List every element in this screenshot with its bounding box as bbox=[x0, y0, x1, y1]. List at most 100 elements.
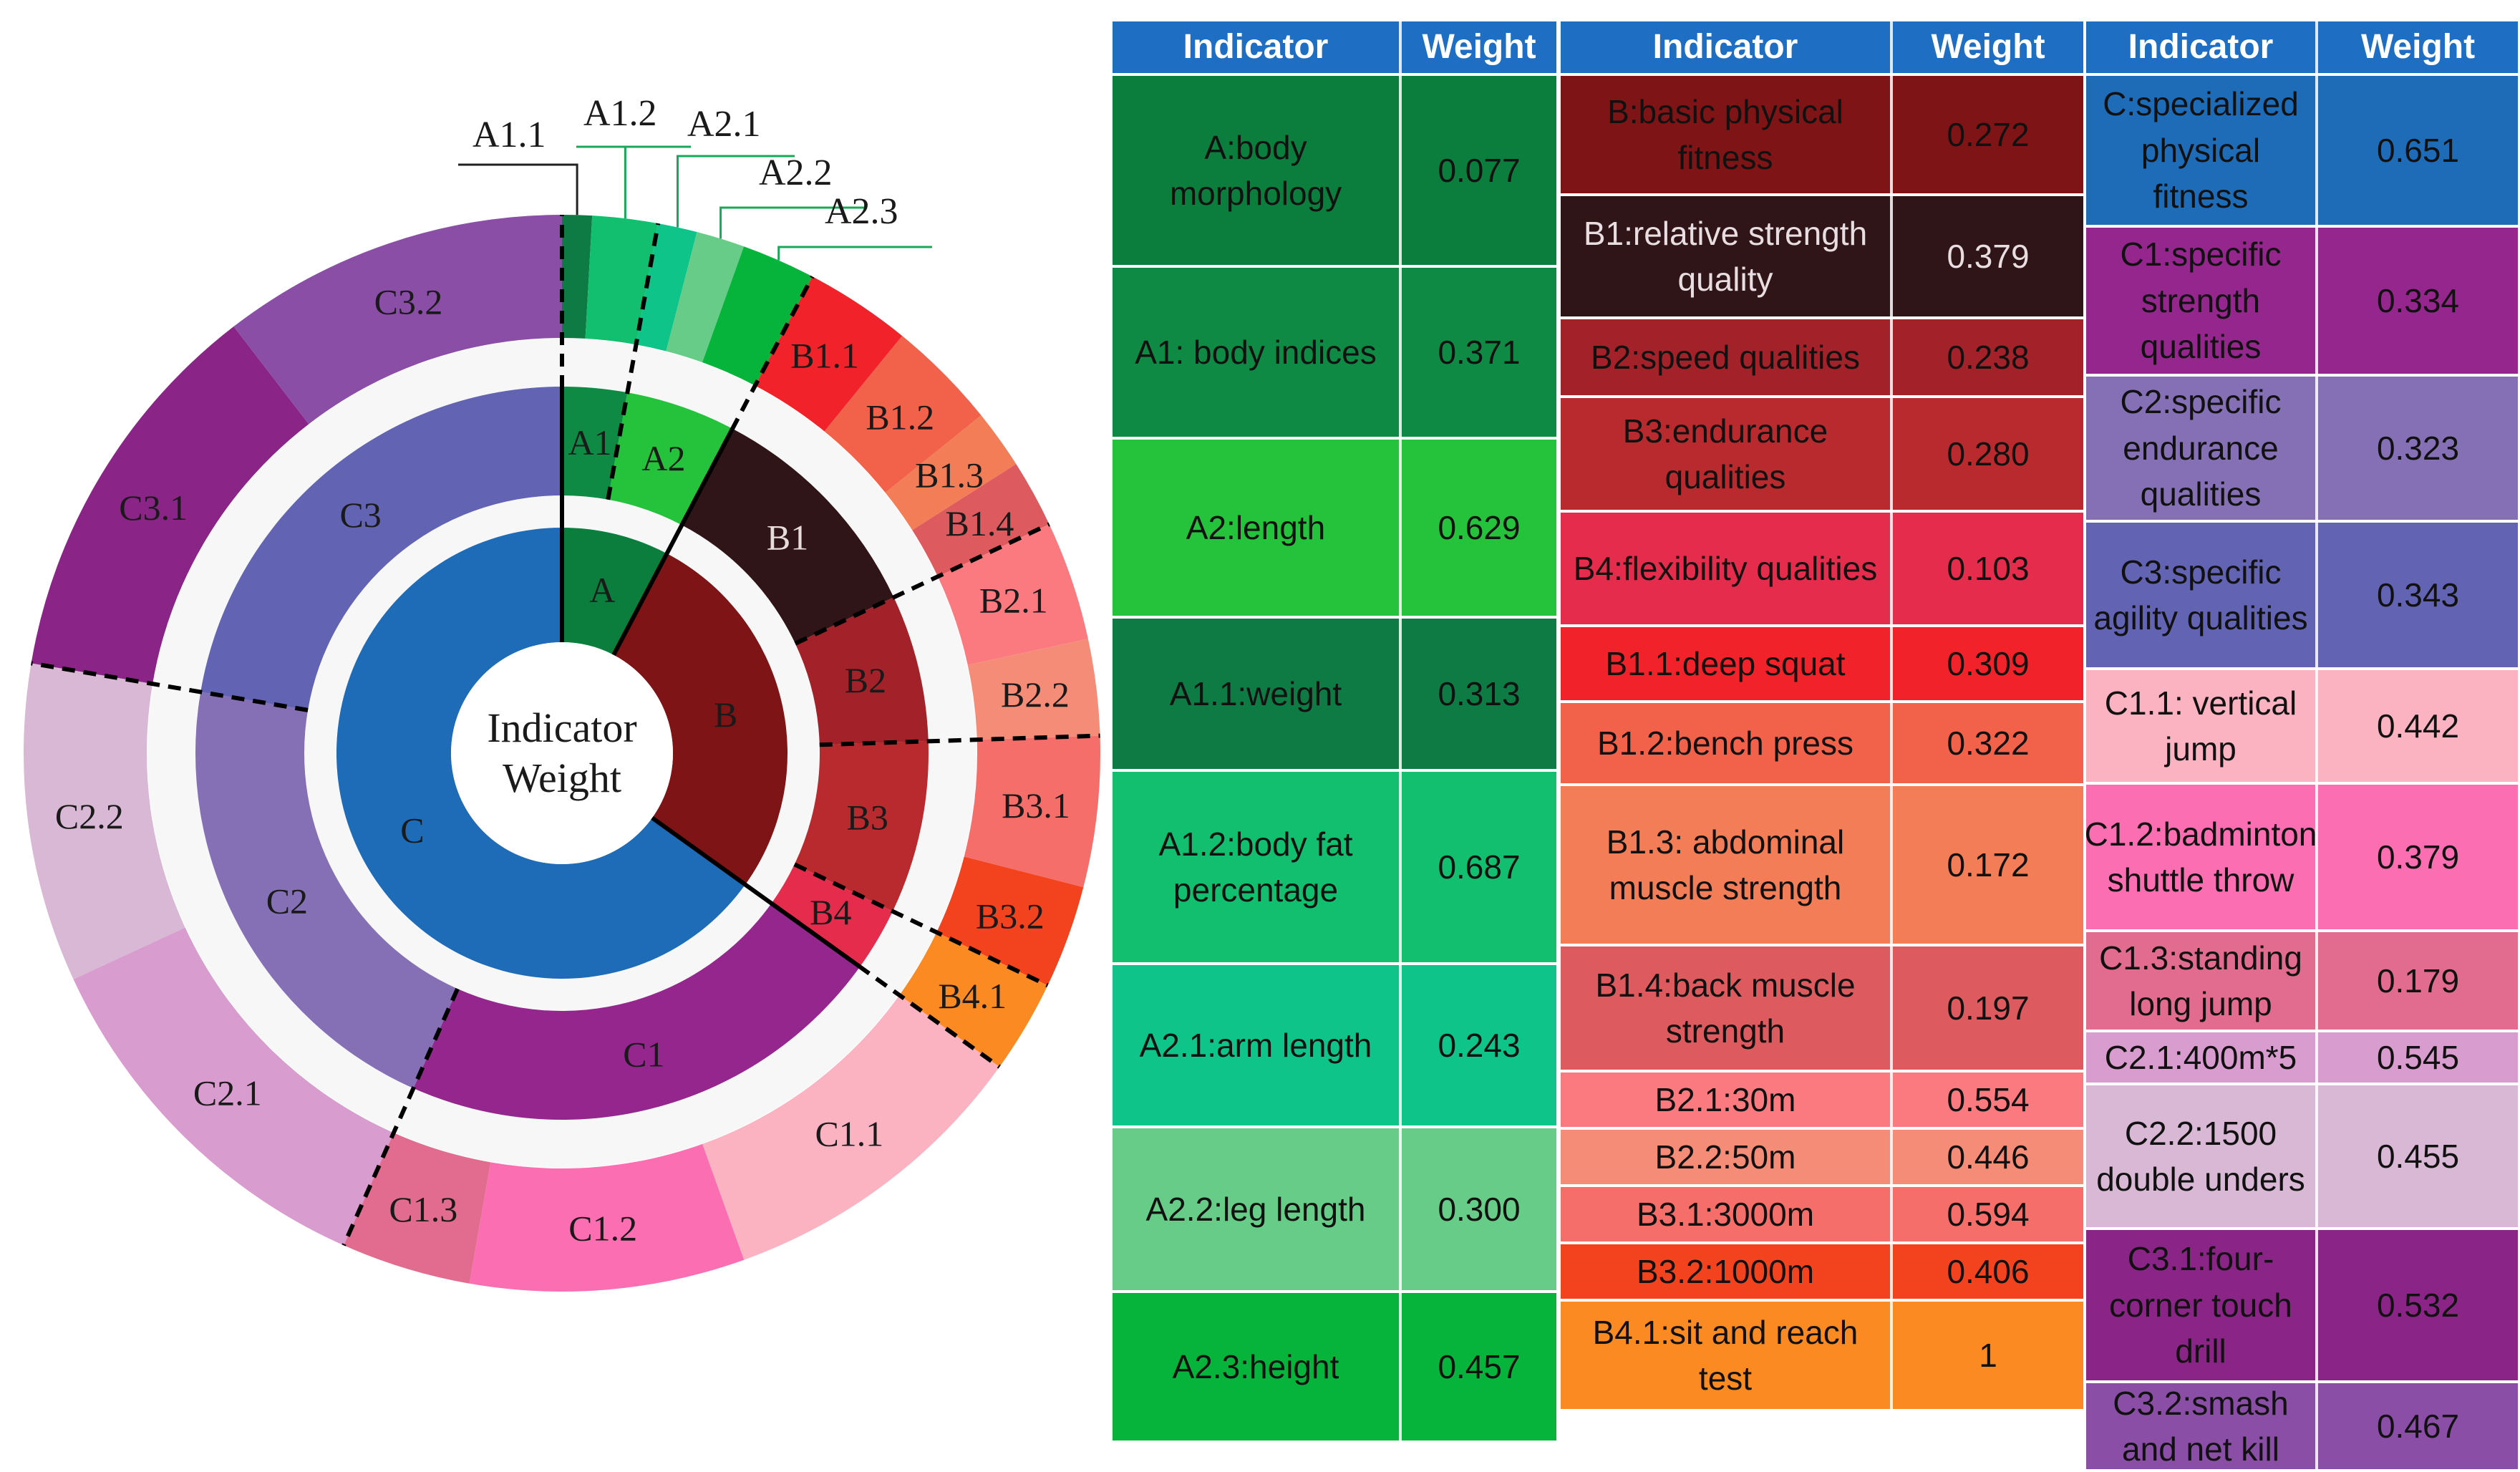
center-hub bbox=[451, 642, 673, 864]
weight-cell: 0.343 bbox=[2315, 523, 2518, 667]
table-row: C2:specific endurance qualities 0.323 bbox=[2086, 377, 2518, 523]
segment-a2-3 bbox=[702, 246, 813, 386]
indicator-header: Indicator bbox=[1652, 28, 1798, 67]
indicator-cell: B1.1:deep squat bbox=[1605, 644, 1846, 682]
weight-cell: 0.442 bbox=[2315, 670, 2518, 782]
weight-cell: 0.379 bbox=[1890, 196, 2083, 316]
table-row: B3.1:3000m 0.594 bbox=[1561, 1187, 2083, 1244]
table-row: B4:flexibility qualities 0.103 bbox=[1561, 513, 2083, 627]
weight-header: Weight bbox=[2315, 21, 2518, 73]
table-row: B1.3: abdominal muscle strength 0.172 bbox=[1561, 786, 2083, 946]
table-row: C2.2:1500 double unders 0.455 bbox=[2086, 1085, 2518, 1230]
table-header: Indicator Weight bbox=[1561, 21, 2083, 76]
table-row: B1:relative strength quality 0.379 bbox=[1561, 196, 2083, 319]
label-a: A bbox=[589, 570, 615, 610]
indicator-cell: B4:flexibility qualities bbox=[1573, 549, 1878, 587]
callout-line bbox=[576, 145, 691, 219]
table-row: C3:specific agility qualities 0.343 bbox=[2086, 523, 2518, 670]
indicator-cell: C3.2:smash and net kill bbox=[2113, 1384, 2289, 1468]
segment-b3-2 bbox=[936, 856, 1084, 986]
indicator-cell: B3:endurance qualities bbox=[1622, 412, 1828, 495]
table-row: C3.1:four-corner touch drill 0.532 bbox=[2086, 1230, 2518, 1383]
indicator-cell: B:basic physical fitness bbox=[1607, 92, 1843, 176]
indicator-cell: B1.3: abdominal muscle strength bbox=[1606, 823, 1845, 906]
segment-b1-1 bbox=[755, 276, 903, 432]
segment-b1-4 bbox=[912, 464, 1050, 577]
table-row: C:specialized physical fitness 0.651 bbox=[2086, 76, 2518, 228]
weight-cell: 0.322 bbox=[1890, 703, 2083, 783]
callout-line bbox=[458, 163, 578, 216]
weight-cell: 0.687 bbox=[1399, 772, 1556, 962]
weight-cell: 0.545 bbox=[2315, 1032, 2518, 1083]
indicator-cell: C1.2:badminton shuttle throw bbox=[2084, 815, 2317, 899]
weight-cell: 0.103 bbox=[1890, 513, 2083, 624]
weight-cell: 0.300 bbox=[1399, 1128, 1556, 1290]
segment-c1-2 bbox=[469, 1143, 745, 1292]
label-a2-3: A2.3 bbox=[825, 191, 898, 232]
label-a2-1: A2.1 bbox=[687, 104, 761, 145]
indicator-cell: C3.1:four-corner touch drill bbox=[2109, 1240, 2292, 1370]
sunburst-chart: A B C A1 A2 B1 B2 B3 B4 C1 C2 C3 B1.1B1.2 B1.3 B1.4 B2.… bbox=[23, 93, 1100, 1292]
table-row: C1.1: vertical jump 0.442 bbox=[2086, 670, 2518, 785]
weight-cell: 0.629 bbox=[1399, 440, 1556, 616]
label-b4: B4 bbox=[810, 892, 851, 932]
subgroup-divider bbox=[770, 901, 1001, 1069]
weight-cell: 0.323 bbox=[2315, 377, 2518, 520]
indicator-cell: C2.2:1500 double unders bbox=[2096, 1114, 2305, 1198]
indicator-cell: C3:specific agility qualities bbox=[2093, 553, 2308, 636]
callout-line bbox=[719, 206, 866, 239]
label-c1: C1 bbox=[623, 1035, 664, 1075]
segment-a2 bbox=[608, 392, 733, 526]
label-b2-1: B2.1 bbox=[979, 580, 1048, 620]
segment-c1-1 bbox=[702, 994, 1000, 1260]
subgroup-divider bbox=[606, 223, 661, 500]
weight-cell: 0.272 bbox=[1890, 76, 2083, 193]
table-header: Indicator Weight bbox=[1113, 21, 1556, 76]
indicator-cell: C2.1:400m*5 bbox=[2104, 1038, 2297, 1076]
indicator-cell: A2.3:height bbox=[1172, 1347, 1339, 1385]
weight-cell: 0.457 bbox=[1399, 1293, 1556, 1440]
indicator-cell: B4.1:sit and reach test bbox=[1592, 1313, 1858, 1397]
callout-line bbox=[677, 155, 795, 228]
indicator-cell: B1:relative strength quality bbox=[1583, 214, 1868, 298]
table-row: A1.2:body fat percentage 0.687 bbox=[1113, 772, 1556, 965]
subgroup-divider bbox=[341, 987, 460, 1246]
segment-b3-1 bbox=[964, 735, 1100, 888]
segment-b bbox=[614, 553, 788, 885]
table-row: B1.1:deep squat 0.309 bbox=[1561, 627, 2083, 703]
segment-b4-1 bbox=[899, 932, 1048, 1067]
table-row: B4.1:sit and reach test 1 bbox=[1561, 1302, 2083, 1412]
segment-b4 bbox=[771, 864, 893, 967]
indicator-cell: B1.4:back muscle strength bbox=[1595, 966, 1856, 1050]
table-row: A2.3:height 0.457 bbox=[1113, 1293, 1556, 1443]
indicator-cell: C1:specific strength qualities bbox=[2120, 236, 2282, 366]
indicator-cell: A1.2:body fat percentage bbox=[1158, 825, 1353, 909]
table-row: B1.2:bench press 0.322 bbox=[1561, 703, 2083, 786]
weight-cell: 0.554 bbox=[1890, 1072, 2083, 1127]
segment-c2-1 bbox=[73, 927, 394, 1246]
table-column-c: Indicator Weight C:specialized physical … bbox=[2084, 21, 2518, 1472]
segment-c bbox=[336, 528, 745, 979]
table-row: B:basic physical fitness 0.272 bbox=[1561, 76, 2083, 196]
table-column-b: Indicator Weight B:basic physical fitnes… bbox=[1561, 21, 2083, 1412]
table-row: C1.3:standing long jump 0.179 bbox=[2086, 932, 2518, 1032]
table-row: A1.1:weight 0.313 bbox=[1113, 619, 1556, 772]
center-label-line1: Indicator bbox=[487, 704, 636, 751]
table-header: Indicator Weight bbox=[2086, 21, 2518, 76]
indicator-cell: C1.1: vertical jump bbox=[2104, 684, 2297, 768]
indicator-cell: A:body morphology bbox=[1169, 128, 1342, 212]
weight-cell: 0.532 bbox=[2315, 1230, 2518, 1380]
indicator-cell: A2.2:leg length bbox=[1145, 1190, 1366, 1228]
segment-b1 bbox=[682, 428, 894, 644]
weight-cell: 0.406 bbox=[1890, 1244, 2083, 1299]
segment-a2-2 bbox=[666, 232, 745, 363]
label-b3: B3 bbox=[847, 797, 888, 837]
indicator-cell: A2:length bbox=[1186, 508, 1326, 546]
indicator-cell: B1.2:bench press bbox=[1596, 724, 1853, 762]
table-column-a: Indicator Weight A:body morphology 0.077 A… bbox=[1113, 21, 1556, 1443]
label-c1-3: C1.3 bbox=[389, 1189, 457, 1229]
table-row: C1.2:badminton shuttle throw 0.379 bbox=[2084, 785, 2518, 932]
label-b2: B2 bbox=[845, 660, 886, 700]
weight-cell: 0.379 bbox=[2315, 785, 2518, 929]
segment-c2-2 bbox=[23, 663, 185, 979]
